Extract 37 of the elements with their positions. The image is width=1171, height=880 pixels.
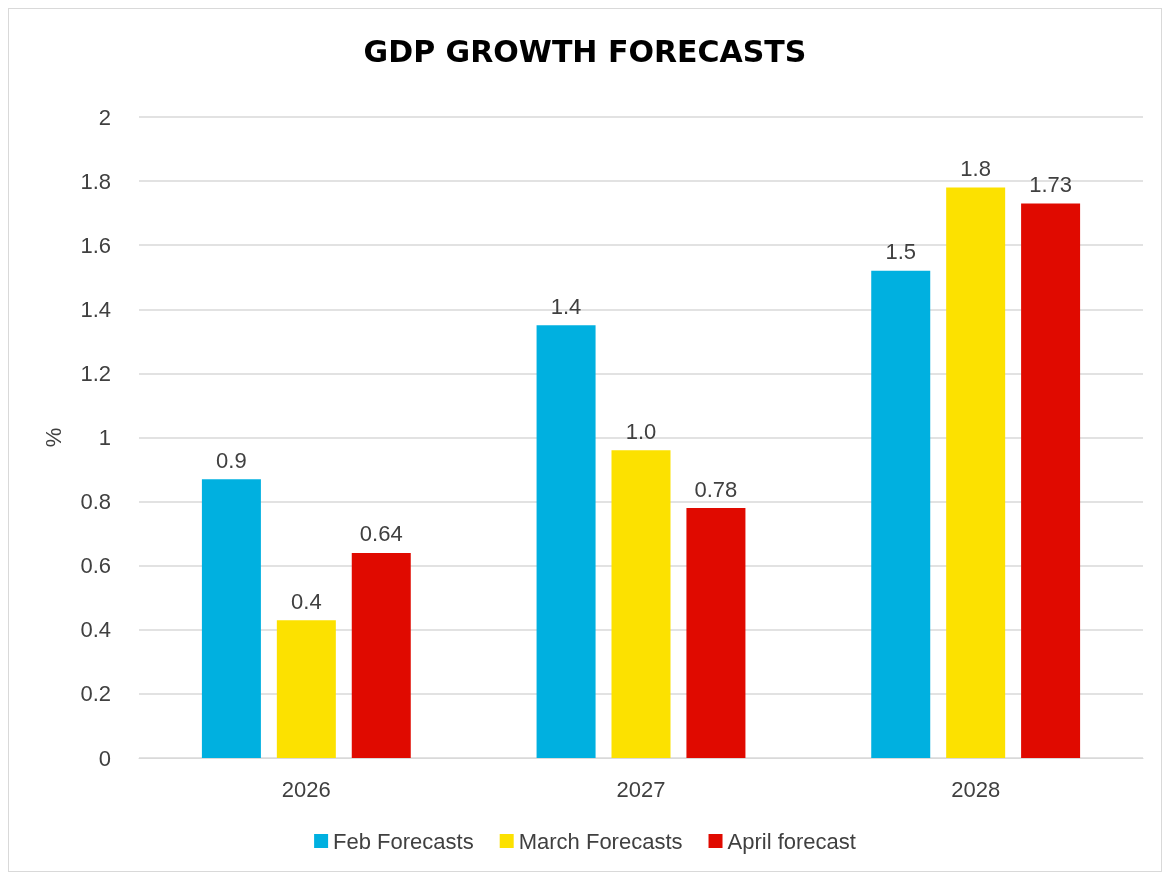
x-tick-label: 2027 — [616, 776, 666, 802]
y-tick-label: 1.6 — [80, 232, 111, 258]
legend-label: April forecast — [727, 828, 856, 854]
bar — [686, 508, 746, 758]
data-label: 0.78 — [694, 476, 738, 502]
data-label: 1.4 — [550, 293, 582, 319]
y-tick-label: 0.6 — [80, 553, 111, 579]
bar — [946, 187, 1006, 758]
legend-label: Feb Forecasts — [333, 828, 474, 854]
y-tick-label: 1.2 — [80, 360, 111, 386]
data-label: 0.64 — [359, 521, 403, 547]
bar — [1021, 203, 1081, 758]
data-label: 1.73 — [1029, 172, 1073, 198]
chart-title: GDP GROWTH FORECASTS — [363, 33, 807, 69]
data-label: 0.4 — [291, 588, 322, 614]
y-tick-label: 0 — [98, 745, 111, 771]
y-tick-label: 1.4 — [80, 296, 111, 322]
y-tick-label: 1 — [98, 425, 111, 450]
x-tick-label: 2028 — [951, 776, 1001, 802]
y-tick-label: 0.2 — [80, 681, 111, 707]
data-label: 0.9 — [216, 447, 247, 473]
x-tick-label: 2026 — [281, 776, 331, 802]
data-label: 1.5 — [885, 239, 917, 265]
legend-label: March Forecasts — [518, 828, 683, 854]
bar — [536, 325, 596, 758]
bar — [871, 270, 931, 758]
bar — [611, 450, 671, 758]
bar — [276, 620, 336, 758]
y-tick-label: 0.8 — [80, 489, 111, 515]
y-tick-label: 1.8 — [80, 168, 111, 194]
y-tick-label: 0.4 — [80, 617, 111, 643]
data-label: 1.0 — [625, 418, 657, 444]
bar — [351, 552, 411, 758]
y-axis-title: % — [40, 427, 66, 448]
bar — [201, 479, 261, 758]
y-tick-label: 2 — [98, 104, 111, 130]
data-label: 1.8 — [960, 156, 991, 182]
